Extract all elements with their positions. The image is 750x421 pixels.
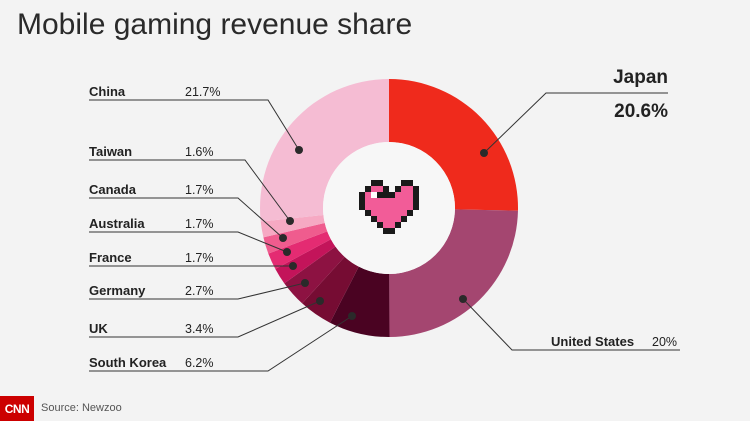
slice-australia: [268, 231, 331, 270]
leader-line-japan: [483, 92, 668, 154]
dot-south-korea: [348, 312, 356, 320]
dot-australia: [283, 248, 291, 256]
leader-line-australia: [89, 231, 288, 253]
slice-france: [275, 239, 336, 284]
label-name-china: China: [89, 84, 126, 99]
leader-line-taiwan: [89, 159, 291, 222]
label-name-south-korea: South Korea: [89, 355, 167, 370]
label-name-canada: Canada: [89, 182, 137, 197]
dot-france: [289, 262, 297, 270]
label-name-taiwan: Taiwan: [89, 144, 132, 159]
label-value-uk: 3.4%: [185, 322, 214, 336]
dot-united-states: [459, 295, 467, 303]
slice-south-korea: [329, 266, 390, 337]
slice-canada: [263, 223, 328, 254]
slice-uk: [302, 256, 359, 323]
label-name-australia: Australia: [89, 216, 145, 231]
cnn-logo: CNN: [0, 396, 34, 421]
label-value-taiwan: 1.6%: [185, 145, 214, 159]
chart-title: Mobile gaming revenue share: [17, 8, 413, 41]
label-value-germany: 2.7%: [185, 284, 214, 298]
label-name-united-states: United States: [551, 334, 634, 349]
footer: CNN Source: Newzoo: [0, 396, 750, 421]
dot-uk: [316, 297, 324, 305]
label-name-france: France: [89, 250, 132, 265]
dot-canada: [279, 234, 287, 242]
slice-china: [260, 79, 389, 222]
label-value-france: 1.7%: [185, 251, 214, 265]
slice-japan: [389, 79, 519, 211]
slice-united-states: [389, 209, 518, 337]
leader-line-china: [89, 99, 300, 151]
donut-chart: South Korea 6.2% UK 3.4% Germany 2.7% France 1.…: [89, 67, 680, 372]
heart-icon: [359, 180, 419, 234]
leader-line-united-states: [462, 298, 680, 351]
leader-line-uk: [89, 300, 321, 338]
leader-line-south-korea: [89, 315, 353, 372]
label-value-united-states: 20%: [652, 335, 677, 349]
dot-germany: [301, 279, 309, 287]
dot-taiwan: [286, 217, 294, 225]
slice-germany: [284, 246, 345, 304]
source-note: Source: Newzoo: [41, 402, 122, 414]
label-name-germany: Germany: [89, 283, 146, 298]
label-value-china: 21.7%: [185, 85, 220, 99]
label-name-uk: UK: [89, 321, 108, 336]
label-value-south-korea: 6.2%: [185, 356, 214, 370]
leader-line-germany: [89, 282, 306, 300]
label-value-japan: 20.6%: [614, 101, 668, 122]
label-name-japan: Japan: [613, 67, 668, 88]
label-value-australia: 1.7%: [185, 217, 214, 231]
dot-china: [295, 146, 303, 154]
dot-japan: [480, 149, 488, 157]
label-value-canada: 1.7%: [185, 183, 214, 197]
leader-line-canada: [89, 197, 284, 239]
